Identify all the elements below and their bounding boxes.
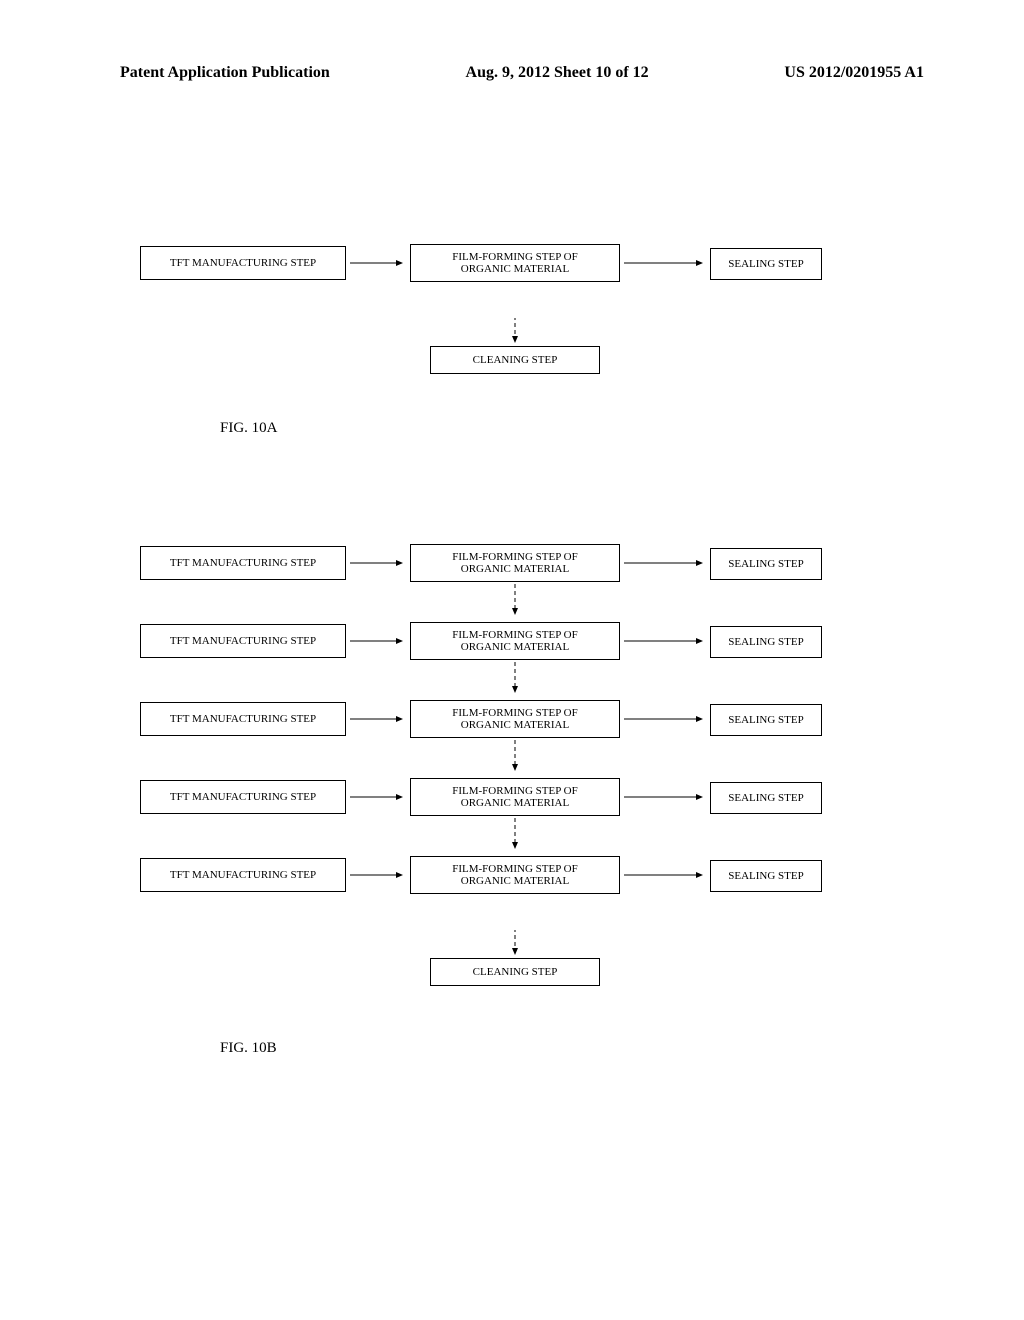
film-step-box: FILM-FORMING STEP OFORGANIC MATERIAL: [410, 622, 620, 660]
fig-b-row: TFT MANUFACTURING STEP FILM-FORMING STEP …: [140, 774, 900, 828]
fig-b-clean-row: CLEANING STEP: [140, 930, 900, 1000]
fig-b-row: TFT MANUFACTURING STEP FILM-FORMING STEP …: [140, 540, 900, 594]
figure-10a: TFT MANUFACTURING STEP FILM-FORMING STEP…: [140, 240, 900, 388]
fig-b-row: TFT MANUFACTURING STEP FILM-FORMING STEP …: [140, 852, 900, 906]
tft-step-box: TFT MANUFACTURING STEP: [140, 780, 346, 814]
page: Patent Application Publication Aug. 9, 2…: [0, 0, 1024, 1320]
fig-b-row: TFT MANUFACTURING STEP FILM-FORMING STEP …: [140, 696, 900, 750]
film-step-box: FILM-FORMING STEP OFORGANIC MATERIAL: [410, 244, 620, 282]
film-step-box: FILM-FORMING STEP OFORGANIC MATERIAL: [410, 700, 620, 738]
fig-a-caption: FIG. 10A: [220, 420, 278, 437]
film-step-box: FILM-FORMING STEP OFORGANIC MATERIAL: [410, 544, 620, 582]
film-step-box: FILM-FORMING STEP OFORGANIC MATERIAL: [410, 856, 620, 894]
header-right: US 2012/0201955 A1: [784, 64, 924, 82]
figure-10b: TFT MANUFACTURING STEP FILM-FORMING STEP …: [140, 540, 900, 1000]
tft-step-box: TFT MANUFACTURING STEP: [140, 546, 346, 580]
fig-b-row: TFT MANUFACTURING STEP FILM-FORMING STEP …: [140, 618, 900, 672]
seal-step-box: SEALING STEP: [710, 704, 822, 736]
header-left: Patent Application Publication: [120, 64, 330, 82]
page-header: Patent Application Publication Aug. 9, 2…: [0, 64, 1024, 82]
seal-step-box: SEALING STEP: [710, 626, 822, 658]
seal-step-box: SEALING STEP: [710, 782, 822, 814]
clean-step-box: CLEANING STEP: [430, 958, 600, 986]
fig-b-caption: FIG. 10B: [220, 1040, 277, 1057]
tft-step-box: TFT MANUFACTURING STEP: [140, 624, 346, 658]
header-center: Aug. 9, 2012 Sheet 10 of 12: [466, 64, 649, 82]
seal-step-box: SEALING STEP: [710, 248, 822, 280]
fig-a-row: TFT MANUFACTURING STEP FILM-FORMING STEP…: [140, 240, 900, 294]
seal-step-box: SEALING STEP: [710, 860, 822, 892]
clean-step-box: CLEANING STEP: [430, 346, 600, 374]
tft-step-box: TFT MANUFACTURING STEP: [140, 246, 346, 280]
tft-step-box: TFT MANUFACTURING STEP: [140, 702, 346, 736]
fig-a-clean-row: CLEANING STEP: [140, 318, 900, 388]
seal-step-box: SEALING STEP: [710, 548, 822, 580]
tft-step-box: TFT MANUFACTURING STEP: [140, 858, 346, 892]
film-step-box: FILM-FORMING STEP OFORGANIC MATERIAL: [410, 778, 620, 816]
